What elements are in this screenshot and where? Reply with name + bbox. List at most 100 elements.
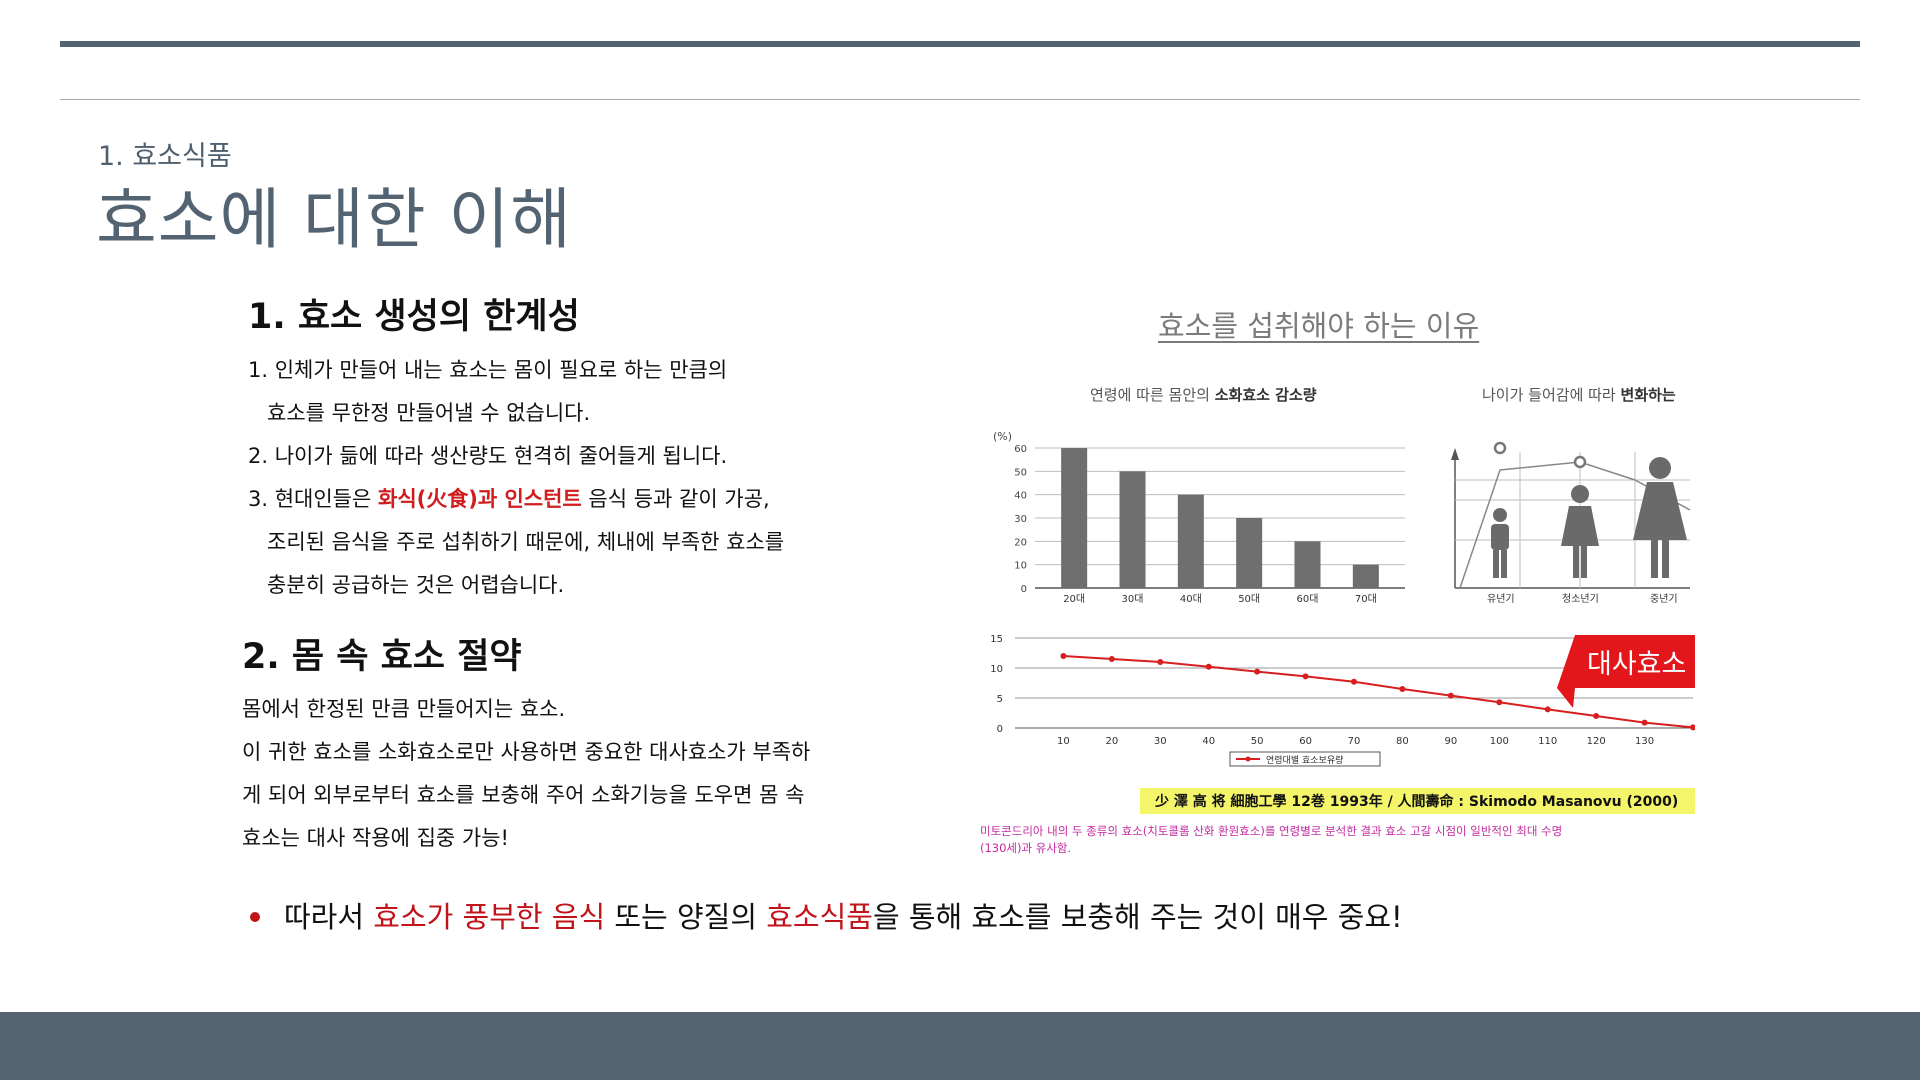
line3-prefix: 3. 현대인들은 bbox=[248, 487, 378, 511]
x-tick-label: 30 bbox=[1154, 736, 1167, 747]
section1-line: 1. 인체가 만들어 내는 효소는 몸이 필요로 하는 만큼의 bbox=[248, 358, 728, 382]
conclusion-prefix: 따라서 bbox=[284, 900, 374, 934]
y-tick-label: 0 bbox=[997, 724, 1003, 735]
section2-heading: 2. 몸 속 효소 절약 bbox=[242, 637, 522, 677]
x-tick-label: 20 bbox=[1105, 736, 1118, 747]
section1-line: 2. 나이가 듦에 따라 생산량도 현격히 줄어들게 됩니다. bbox=[248, 444, 728, 468]
section-label: 1. 효소식품 bbox=[98, 141, 232, 172]
data-point bbox=[1108, 656, 1115, 662]
conclusion-highlight: 효소가 풍부한 음식 bbox=[373, 900, 606, 934]
x-tick-label: 110 bbox=[1538, 736, 1557, 747]
top-rule bbox=[60, 41, 1860, 47]
legend-label: 연령대별 효소보유량 bbox=[1266, 754, 1343, 766]
metabolic-enzyme-callout: 대사효소 bbox=[1557, 635, 1695, 708]
y-tick-label: 10 bbox=[990, 664, 1003, 675]
y-tick-label: 40 bbox=[1014, 491, 1027, 502]
section1-line: 조리된 음식을 주로 섭취하기 때문에, 체내에 부족한 효소를 bbox=[267, 530, 785, 554]
section1-line: 3. 현대인들은 화식(火食)과 인스턴트 음식 등과 같이 가공, bbox=[248, 483, 770, 513]
figure-right-title: 나이가 들어감에 따라 변화하는 bbox=[1482, 386, 1676, 404]
life-stage-panel: 유년기 청소년기 중년기 bbox=[1451, 441, 1691, 605]
data-point bbox=[1641, 719, 1648, 726]
y-tick-label: 30 bbox=[1014, 514, 1027, 525]
section1-line: 효소를 무한정 만들어낼 수 없습니다. bbox=[267, 401, 591, 425]
data-point bbox=[1205, 663, 1212, 670]
section2-line: 게 되어 외부로부터 효소를 보충해 주어 소화기능을 도우면 몸 속 bbox=[242, 783, 805, 807]
stage-label: 중년기 bbox=[1650, 593, 1678, 605]
data-point bbox=[1399, 686, 1406, 692]
section1-heading: 1. 효소 생성의 한계성 bbox=[248, 297, 580, 337]
x-tick-label: 50대 bbox=[1238, 593, 1260, 605]
section2-line: 효소는 대사 작용에 집중 가능! bbox=[242, 826, 509, 850]
x-tick-label: 20대 bbox=[1063, 593, 1085, 605]
enzyme-figure: 연령에 따른 몸안의 소화효소 감소량 나이가 들어감에 따라 변화하는 (%)… bbox=[980, 386, 1695, 855]
y-tick-label: 20 bbox=[1014, 537, 1027, 548]
bullet-dot bbox=[250, 912, 260, 922]
bar-chart-title: 연령에 따른 몸안의 소화효소 감소량 bbox=[1090, 386, 1317, 404]
marker-circle bbox=[1573, 455, 1587, 469]
figure-note-continued: (130세)과 유사함. bbox=[980, 841, 1071, 855]
data-point bbox=[1593, 713, 1600, 719]
bar bbox=[1061, 448, 1088, 588]
x-tick-label: 40 bbox=[1202, 736, 1215, 747]
x-tick-label: 80 bbox=[1396, 736, 1409, 747]
line-chart: 0 5 10 15 10 20 30 40 50 60 70 80 90 100 110 120 130 연령대별… bbox=[990, 634, 1695, 767]
x-tick-label: 60대 bbox=[1297, 593, 1319, 605]
citation-highlight bbox=[1140, 788, 1695, 814]
y-unit-label: (%) bbox=[993, 430, 1012, 443]
data-point bbox=[1254, 668, 1261, 675]
section1-line: 충분히 공급하는 것은 어렵습니다. bbox=[267, 573, 565, 597]
data-point bbox=[1351, 678, 1357, 685]
x-tick-label: 40대 bbox=[1180, 593, 1202, 605]
line3-suffix: 음식 등과 같이 가공, bbox=[581, 487, 770, 511]
x-tick-label: 100 bbox=[1490, 736, 1509, 747]
footer-bar bbox=[0, 1012, 1920, 1080]
citation-text: 少 澤 高 将 細胞工學 12巻 1993年 / 人間壽命 : Skimodo … bbox=[1154, 793, 1678, 810]
x-tick-label: 70대 bbox=[1355, 593, 1377, 605]
x-tick-label: 90 bbox=[1444, 736, 1457, 747]
x-tick-label: 60 bbox=[1299, 736, 1312, 747]
y-tick-label: 0 bbox=[1021, 584, 1027, 595]
y-tick-label: 50 bbox=[1014, 467, 1027, 478]
conclusion-highlight: 효소식품 bbox=[766, 900, 873, 934]
stage-label: 유년기 bbox=[1487, 593, 1515, 605]
header-divider bbox=[60, 99, 1860, 100]
legend-box bbox=[1229, 751, 1381, 767]
child-figure-icon bbox=[1491, 508, 1509, 578]
figure-caption: 효소를 섭취해야 하는 이유 bbox=[1158, 309, 1480, 343]
data-point bbox=[1302, 673, 1309, 680]
conclusion-suffix: 을 통해 효소를 보충해 주는 것이 매우 중요! bbox=[872, 900, 1403, 934]
y-tick-label: 15 bbox=[990, 634, 1003, 645]
line3-highlight: 화식(火食)과 인스턴트 bbox=[378, 487, 582, 511]
x-tick-label: 10 bbox=[1057, 736, 1070, 747]
bar bbox=[1119, 471, 1146, 588]
marker-circle bbox=[1493, 441, 1507, 455]
page-title: 효소에 대한 이해 bbox=[96, 181, 572, 258]
conclusion-middle: 또는 양질의 bbox=[605, 900, 767, 934]
x-tick-label: 120 bbox=[1587, 736, 1606, 747]
bar bbox=[1177, 494, 1204, 588]
section2-line: 이 귀한 효소를 소화효소로만 사용하면 중요한 대사효소가 부족하 bbox=[242, 740, 811, 764]
data-point bbox=[1544, 706, 1551, 713]
conclusion-text: 따라서 효소가 풍부한 음식 또는 양질의 효소식품을 통해 효소를 보충해 주… bbox=[284, 894, 1403, 936]
figure-note: 미토콘드리아 내의 두 종류의 효소(치토콜롬 산화 환원효소)를 연령별로 분… bbox=[980, 824, 1562, 838]
data-point bbox=[1060, 653, 1067, 659]
section2-line: 몸에서 한정된 만큼 만들어지는 효소. bbox=[242, 697, 566, 721]
data-point bbox=[1447, 692, 1454, 699]
teen-figure-icon bbox=[1561, 485, 1599, 578]
y-tick-label: 10 bbox=[1014, 561, 1027, 572]
legend-marker bbox=[1245, 756, 1251, 762]
y-tick-label: 60 bbox=[1014, 444, 1027, 455]
callout-text: 대사효소 bbox=[1587, 649, 1686, 680]
bar bbox=[1236, 518, 1263, 588]
bar-chart: (%) 0 10 20 30 40 50 60 20대 30대 40대 50대 60대 70대 bbox=[993, 430, 1405, 605]
x-tick-label: 30대 bbox=[1122, 593, 1144, 605]
data-point bbox=[1496, 699, 1503, 706]
y-tick-label: 5 bbox=[997, 694, 1003, 705]
x-tick-label: 70 bbox=[1348, 736, 1361, 747]
bar bbox=[1352, 564, 1379, 588]
data-point bbox=[1157, 659, 1164, 665]
data-point bbox=[1690, 724, 1695, 731]
adult-figure-icon bbox=[1633, 457, 1687, 578]
x-tick-label: 130 bbox=[1635, 736, 1654, 747]
bar bbox=[1294, 541, 1321, 588]
